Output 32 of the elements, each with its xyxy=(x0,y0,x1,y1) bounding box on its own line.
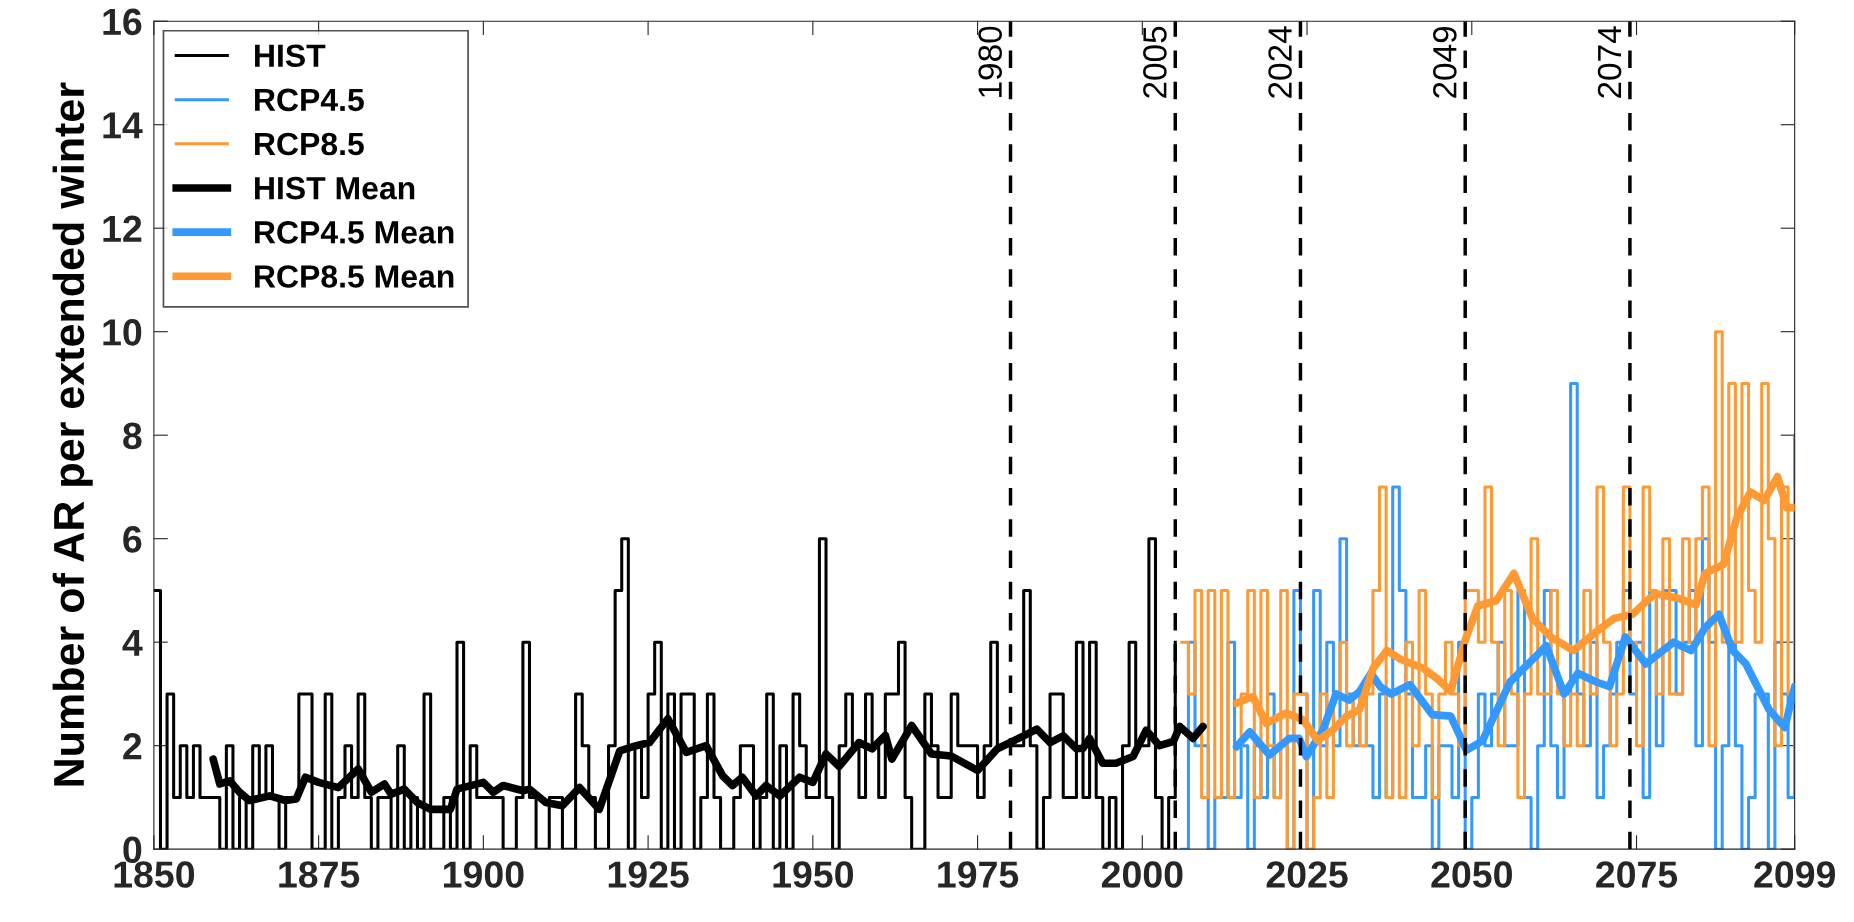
ref-line-label: 2024 xyxy=(1268,26,1292,98)
x-tick-label: 1900 xyxy=(444,861,524,888)
y-tick-label: 8 xyxy=(123,422,142,450)
legend-label: RCP8.5 xyxy=(255,132,364,156)
x-tick-label: 1925 xyxy=(608,861,689,888)
x-tick-label: 1875 xyxy=(279,861,360,888)
legend-label: RCP8.5 Mean xyxy=(255,265,454,288)
y-tick-label: 12 xyxy=(103,215,142,242)
legend-label: HIST Mean xyxy=(255,176,415,200)
legend-label: RCP4.5 xyxy=(255,88,364,112)
x-tick-label: 2000 xyxy=(1101,861,1183,888)
legend-label: HIST xyxy=(255,44,326,68)
y-tick-label: 2 xyxy=(123,733,142,760)
y-tick-label: 10 xyxy=(103,319,142,346)
x-tick-label: 1850 xyxy=(114,861,195,888)
y-axis-title: Number of AR per extended winter xyxy=(52,82,93,786)
ref-line-label: 2074 xyxy=(1597,26,1622,98)
ref-line-label: 1980 xyxy=(978,26,1002,97)
x-tick-label: 1950 xyxy=(773,861,854,888)
ref-line-label: 2005 xyxy=(1143,26,1167,98)
x-tick-label: 2099 xyxy=(1754,861,1835,888)
ref-line-label: 2049 xyxy=(1433,26,1457,98)
x-tick-label: 2025 xyxy=(1266,861,1348,888)
y-tick-label: 4 xyxy=(122,629,143,656)
x-tick-label: 2075 xyxy=(1596,861,1678,888)
y-tick-label: 14 xyxy=(103,112,143,139)
y-tick-label: 0 xyxy=(123,836,142,864)
legend-label: RCP4.5 Mean xyxy=(255,221,454,244)
y-tick-label: 16 xyxy=(103,8,142,36)
x-tick-label: 2050 xyxy=(1431,861,1512,888)
y-tick-label: 6 xyxy=(123,526,142,553)
x-tick-label: 1975 xyxy=(938,861,1019,888)
